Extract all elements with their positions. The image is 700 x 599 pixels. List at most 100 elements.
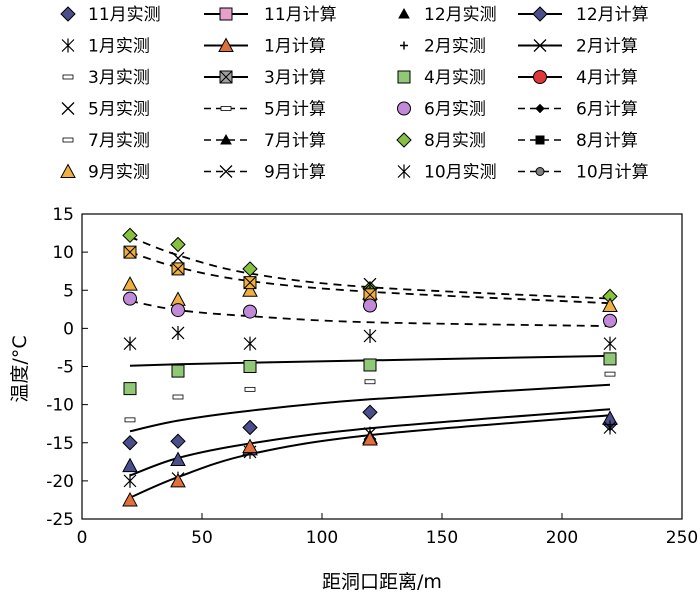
data-point-cross xyxy=(123,245,137,259)
legend-marker xyxy=(219,165,233,178)
legend-label: 3月实测 xyxy=(88,68,150,88)
legend: 11月实测 11月计算 12月实测 12月计算 1月实测 1月计算 2月实测 2月计算 3月实测… xyxy=(60,5,649,183)
data-point xyxy=(122,276,138,291)
data-point xyxy=(363,358,377,372)
legend-item: 4月实测 xyxy=(397,68,486,88)
legend-label: 4月实测 xyxy=(424,68,486,88)
legend-label: 3月计算 xyxy=(264,68,326,88)
legend-item: 2月实测 xyxy=(400,37,486,57)
y-tick-label: -10 xyxy=(46,396,74,416)
data-point xyxy=(170,451,186,467)
legend-marker xyxy=(60,163,76,178)
legend-item: 10月计算 xyxy=(518,163,649,183)
series-line xyxy=(129,383,611,433)
legend-marker xyxy=(397,70,411,84)
legend-marker xyxy=(218,37,234,52)
data-point xyxy=(242,438,258,454)
legend-item: 11月计算 xyxy=(204,5,337,25)
legend-label: 2月计算 xyxy=(576,37,638,57)
legend-marker xyxy=(398,7,410,19)
measured-series xyxy=(123,245,377,302)
data-point xyxy=(172,394,184,400)
legend-item: 8月实测 xyxy=(396,131,486,151)
data-point xyxy=(603,336,617,351)
legend-item: 10月实测 xyxy=(397,163,497,183)
data-point xyxy=(364,379,376,385)
y-tick-label: 10 xyxy=(52,243,74,263)
data-point xyxy=(123,473,137,488)
legend-item: 3月实测 xyxy=(62,68,150,88)
x-tick-label: 50 xyxy=(191,528,213,548)
legend-label: 11月计算 xyxy=(264,5,337,25)
measured-points xyxy=(122,227,618,507)
legend-marker xyxy=(60,6,76,22)
y-tick-label: 5 xyxy=(63,281,74,301)
legend-item: 3月计算 xyxy=(204,68,326,88)
data-point-cross xyxy=(243,276,257,289)
data-point-cross xyxy=(171,262,185,276)
legend-label: 4月计算 xyxy=(576,68,638,88)
legend-label: 9月实测 xyxy=(88,163,150,183)
series-line xyxy=(129,354,611,367)
data-point xyxy=(242,261,258,277)
data-point xyxy=(602,297,618,312)
legend-marker xyxy=(397,164,411,179)
legend-marker xyxy=(533,39,547,52)
legend-marker xyxy=(533,70,547,84)
legend-marker xyxy=(397,101,411,116)
legend-item: 9月实测 xyxy=(60,163,150,183)
measured-series xyxy=(122,430,378,507)
legend-item: 7月计算 xyxy=(204,131,326,151)
data-point xyxy=(123,291,137,306)
data-point xyxy=(603,352,617,366)
data-point xyxy=(123,336,137,351)
series-line xyxy=(129,236,611,300)
y-axis-title: 温度/°C xyxy=(9,335,31,402)
data-point xyxy=(363,298,377,313)
data-point xyxy=(362,430,378,446)
legend-label: 11月实测 xyxy=(88,5,161,25)
legend-marker xyxy=(219,7,233,21)
legend-marker-cross xyxy=(219,70,233,84)
data-point xyxy=(244,386,256,392)
data-point xyxy=(171,251,185,265)
measured-series xyxy=(124,371,616,423)
data-point xyxy=(363,277,377,291)
data-point xyxy=(603,313,617,328)
legend-label: 1月实测 xyxy=(88,37,150,57)
legend-label: 1月计算 xyxy=(264,37,326,57)
x-tick-label: 100 xyxy=(306,528,338,548)
legend-marker xyxy=(61,102,75,115)
data-point xyxy=(363,329,377,343)
legend-item: 6月计算 xyxy=(518,100,638,120)
x-tick-label: 250 xyxy=(666,528,698,548)
legend-marker xyxy=(400,41,408,50)
data-point xyxy=(603,420,617,435)
legend-label: 12月实测 xyxy=(424,5,497,25)
measured-series xyxy=(171,251,377,291)
data-point xyxy=(122,491,138,507)
data-point xyxy=(242,419,258,436)
legend-label: 10月实测 xyxy=(424,163,497,183)
x-axis-title: 距洞口距离/m xyxy=(322,571,442,593)
measured-series xyxy=(123,325,617,351)
legend-label: 7月计算 xyxy=(264,131,326,151)
data-point xyxy=(243,304,257,319)
legend-label: 2月实测 xyxy=(424,37,486,57)
data-point xyxy=(122,457,138,473)
legend-label: 5月计算 xyxy=(264,100,326,120)
y-tick-label: 15 xyxy=(52,205,74,225)
y-tick-label: -20 xyxy=(46,472,74,492)
legend-marker xyxy=(61,38,75,53)
axes: 0 50 100 150 200 250 -25 -20 -15 -10 -5 0 5 10 15 xyxy=(46,205,698,548)
data-point xyxy=(604,371,616,377)
legend-marker xyxy=(396,132,412,148)
y-tick-label: -5 xyxy=(57,358,74,378)
data-point xyxy=(171,303,185,318)
legend-marker xyxy=(535,135,545,145)
data-point xyxy=(243,336,257,351)
legend-item: 5月计算 xyxy=(204,100,326,120)
legend-item: 9月计算 xyxy=(204,163,326,183)
data-point xyxy=(123,382,137,396)
